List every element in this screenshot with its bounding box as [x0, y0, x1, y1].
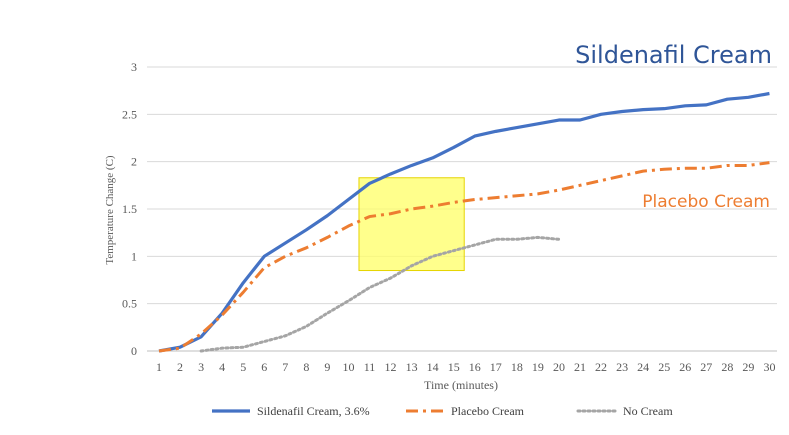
x-tick-label: 15	[448, 360, 460, 374]
x-tick-label: 24	[637, 360, 649, 374]
sildenafil-annotation: Sildenafil Cream	[575, 41, 772, 69]
legend-label: Sildenafil Cream, 3.6%	[257, 404, 370, 418]
x-tick-label: 5	[240, 360, 246, 374]
series-line-1	[158, 161, 770, 353]
x-tick-label: 28	[721, 360, 733, 374]
x-tick-label: 25	[658, 360, 670, 374]
y-tick-label: 2	[131, 155, 137, 169]
x-tick-label: 29	[742, 360, 754, 374]
y-tick-label: 1	[131, 249, 137, 263]
x-tick-label: 18	[511, 360, 523, 374]
y-tick-label: 1.5	[122, 202, 137, 216]
x-tick-label: 6	[261, 360, 267, 374]
series-layer	[158, 91, 770, 353]
x-axis-title: Time (minutes)	[424, 378, 498, 392]
x-tick-label: 2	[177, 360, 183, 374]
x-tick-label: 26	[679, 360, 691, 374]
x-tick-label: 11	[364, 360, 376, 374]
x-tick-label: 4	[219, 360, 225, 374]
x-tick-label: 14	[427, 360, 439, 374]
y-axis-title: Temperature Change (C)	[104, 155, 116, 265]
legend-label: Placebo Cream	[451, 404, 525, 418]
x-tick-label: 22	[595, 360, 607, 374]
x-tick-label: 21	[574, 360, 586, 374]
x-tick-label: 27	[700, 360, 712, 374]
x-tick-label: 8	[303, 360, 309, 374]
x-tick-label: 30	[763, 360, 775, 374]
placebo-annotation: Placebo Cream	[642, 192, 770, 212]
y-tick-label: 0	[131, 344, 137, 358]
x-tick-label: 1	[156, 360, 162, 374]
highlight-layer	[358, 177, 465, 272]
y-tick-label: 2.5	[122, 107, 137, 121]
series-line-2	[199, 235, 561, 353]
legend-label: No Cream	[623, 404, 673, 418]
x-tick-label: 19	[532, 360, 544, 374]
x-tick-label: 16	[469, 360, 481, 374]
y-tick-label: 3	[131, 60, 137, 74]
x-tick-label: 10	[342, 360, 354, 374]
x-tick-label: 12	[385, 360, 397, 374]
x-tick-label: 13	[406, 360, 418, 374]
x-tick-label: 20	[553, 360, 565, 374]
x-axis-ticks: 1 2 3 4 5 6 7 8 9 10 11 12 13 14 15 16 17 18 19 20 21 22 23 24 2…	[156, 360, 775, 374]
y-tick-label: 0.5	[122, 297, 137, 311]
series-line-0	[158, 91, 770, 353]
x-tick-label: 7	[282, 360, 288, 374]
x-tick-label: 3	[198, 360, 204, 374]
x-tick-label: 17	[490, 360, 502, 374]
highlight-box	[358, 177, 465, 272]
y-axis-ticks: 0 0.5 1 1.5 2 2.5 3	[122, 60, 137, 358]
x-tick-label: 9	[324, 360, 330, 374]
legend: Sildenafil Cream, 3.6% Placebo Cream No Cr…	[212, 404, 673, 418]
x-tick-label: 23	[616, 360, 628, 374]
